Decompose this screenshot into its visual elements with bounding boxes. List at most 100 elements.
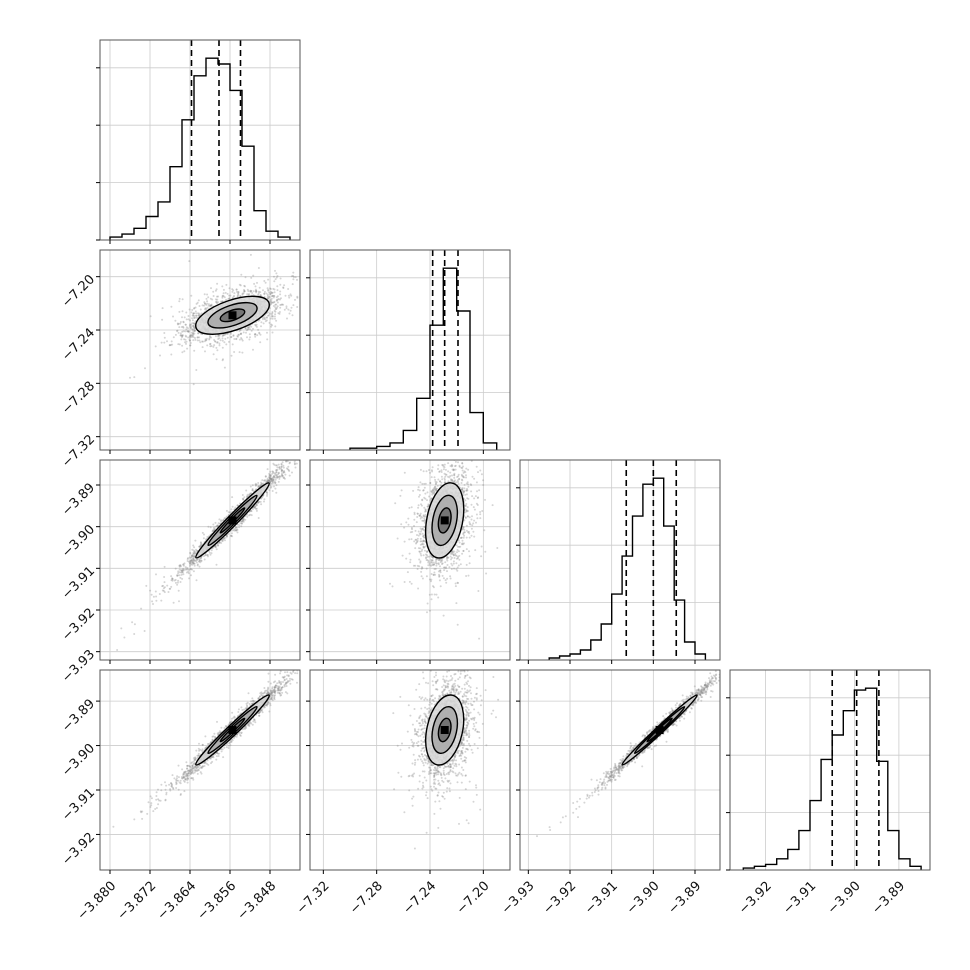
- scatter-point: [192, 557, 195, 560]
- scatter-point: [277, 473, 279, 476]
- scatter-point: [292, 304, 295, 307]
- scatter-point: [192, 324, 195, 327]
- scatter-point: [259, 341, 262, 344]
- scatter-point: [178, 574, 181, 577]
- scatter-point: [248, 326, 251, 329]
- scatter-point: [187, 330, 190, 333]
- scatter-point: [209, 343, 211, 346]
- scatter-point: [447, 475, 449, 478]
- scatter-point: [180, 570, 183, 573]
- scatter-point: [171, 578, 174, 580]
- scatter-point: [187, 330, 190, 333]
- scatter-point: [231, 343, 234, 346]
- scatter-point: [304, 457, 306, 459]
- scatter-point: [277, 476, 280, 478]
- scatter-point: [189, 560, 192, 563]
- scatter-point: [267, 288, 270, 291]
- scatter-point: [177, 322, 180, 325]
- scatter-point: [268, 312, 271, 315]
- scatter-point: [192, 562, 194, 564]
- scatter-point: [439, 585, 442, 588]
- scatter-point: [294, 298, 296, 301]
- scatter-point: [193, 559, 196, 562]
- scatter-point: [275, 299, 278, 301]
- scatter-point: [180, 571, 183, 574]
- scatter-point: [431, 491, 433, 494]
- scatter-point: [437, 562, 440, 565]
- scatter-point: [189, 335, 192, 338]
- scatter-point: [252, 294, 255, 297]
- scatter-point: [248, 493, 251, 496]
- scatter-point: [189, 568, 192, 571]
- scatter-point: [420, 528, 423, 531]
- scatter-point: [430, 578, 433, 581]
- scatter-point: [410, 506, 413, 509]
- scatter-point: [211, 530, 214, 533]
- scatter-point: [447, 462, 450, 465]
- histogram-panel-3: [730, 670, 930, 871]
- scatter-point: [249, 485, 252, 488]
- scatter-point: [426, 491, 429, 494]
- scatter-point: [463, 490, 466, 493]
- scatter-point: [263, 498, 266, 501]
- scatter-point: [171, 577, 174, 580]
- scatter-point: [433, 568, 436, 570]
- scatter-point: [461, 462, 464, 465]
- scatter-point: [456, 545, 459, 548]
- scatter-point: [478, 455, 480, 457]
- scatter-point: [422, 545, 425, 548]
- scatter-point: [181, 569, 184, 572]
- scatter-point: [172, 315, 174, 318]
- scatter-point: [438, 575, 441, 578]
- scatter-point: [182, 330, 185, 333]
- scatter-point: [208, 338, 211, 341]
- scatter-point: [443, 463, 446, 466]
- scatter-point: [179, 321, 182, 323]
- scatter-point: [235, 529, 238, 532]
- scatter-point: [210, 287, 212, 290]
- scatter-point: [240, 522, 243, 525]
- scatter-point: [255, 507, 258, 510]
- scatter-point: [241, 292, 244, 295]
- scatter-point: [190, 334, 193, 337]
- scatter-point: [415, 541, 418, 544]
- scatter-point: [426, 551, 429, 554]
- scatter-point: [162, 589, 165, 592]
- scatter-point: [416, 568, 419, 570]
- scatter-point: [231, 288, 234, 291]
- scatter-point: [270, 301, 273, 304]
- scatter-point: [196, 301, 199, 304]
- scatter-point: [198, 305, 201, 307]
- scatter-point: [251, 292, 254, 294]
- scatter-point: [422, 540, 425, 543]
- scatter-point: [279, 277, 282, 280]
- scatter-point: [267, 480, 270, 483]
- scatter-point: [466, 515, 469, 518]
- scatter-point: [225, 298, 228, 301]
- scatter-point: [181, 571, 184, 574]
- scatter-point: [203, 302, 206, 305]
- scatter-point: [191, 309, 194, 311]
- scatter-point: [271, 472, 274, 475]
- scatter-point: [465, 575, 468, 577]
- scatter-point: [178, 326, 181, 329]
- scatter-point: [253, 506, 256, 509]
- scatter-point: [204, 307, 207, 310]
- scatter-point: [451, 550, 454, 553]
- scatter-point: [475, 481, 478, 484]
- scatter-point: [446, 559, 449, 562]
- scatter-point: [468, 522, 471, 525]
- scatter-point: [216, 302, 219, 305]
- scatter-point: [242, 519, 245, 521]
- scatter-point: [265, 479, 267, 482]
- scatter-point: [271, 301, 273, 304]
- scatter-point: [480, 555, 483, 558]
- scatter-point: [281, 303, 284, 306]
- scatter-point: [408, 538, 411, 541]
- scatter-point: [270, 299, 273, 302]
- scatter-point: [191, 555, 194, 558]
- scatter-point: [251, 489, 254, 492]
- scatter-point: [461, 479, 464, 482]
- scatter-point: [439, 480, 441, 483]
- scatter-point: [195, 314, 198, 317]
